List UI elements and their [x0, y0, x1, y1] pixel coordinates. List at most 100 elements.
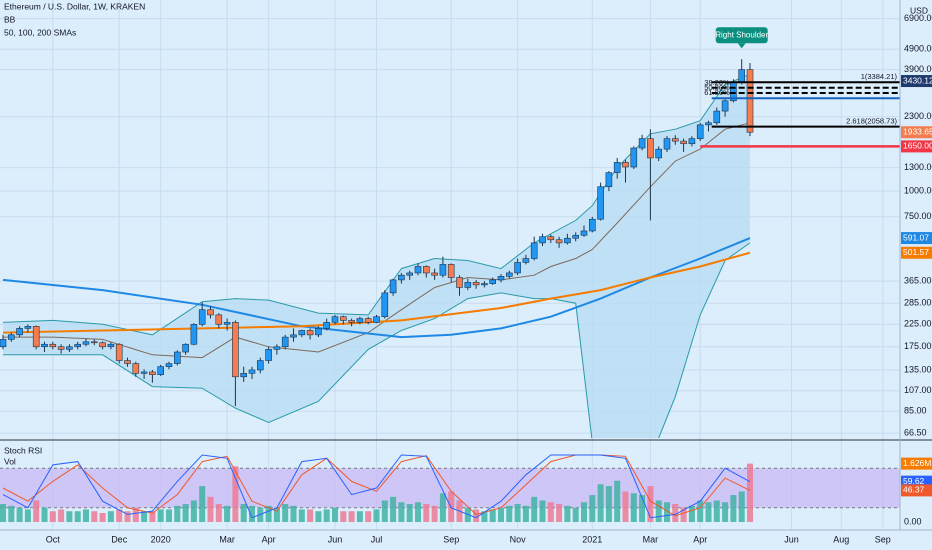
- stoch-k: [2, 454, 751, 519]
- volume-bar: [199, 486, 206, 522]
- y-tick-label: 750.00: [904, 211, 932, 221]
- candle-body: [124, 360, 131, 364]
- grid: [0, 0, 900, 530]
- candle-body: [431, 272, 438, 276]
- volume-bar: [249, 505, 255, 522]
- candle-body: [588, 218, 596, 232]
- bb-basis: [3, 122, 751, 359]
- volume-bar: [639, 495, 646, 522]
- candle-body: [57, 346, 65, 350]
- y-tick-label: 225.00: [904, 319, 932, 329]
- volume-bar: [531, 496, 538, 522]
- candle-body: [539, 236, 546, 244]
- candle-body: [472, 282, 480, 286]
- candle-body: [497, 276, 505, 281]
- candle-body: [439, 264, 447, 276]
- candle-body: [273, 346, 281, 350]
- candle-body: [464, 282, 472, 288]
- volume-bar: [489, 509, 496, 522]
- bb-fill: [3, 74, 750, 438]
- candle-body: [331, 316, 339, 323]
- candle-body: [738, 69, 746, 83]
- x-tick-label: Apr: [262, 534, 276, 544]
- volume-bar: [705, 502, 712, 522]
- volume-bar: [655, 500, 662, 522]
- candle-body: [298, 330, 306, 336]
- y-tick-label: 365.00: [904, 275, 932, 285]
- x-tick-label: Oct: [46, 534, 61, 544]
- volume-bar: [290, 505, 297, 522]
- candle-body: [564, 237, 571, 244]
- indicator-label: BB: [4, 14, 16, 24]
- candle-body: [207, 309, 214, 316]
- volume-bar: [439, 493, 446, 522]
- candle-body: [256, 360, 264, 371]
- candle-body: [630, 147, 638, 168]
- currency-label: USD: [910, 5, 928, 15]
- candle-body: [389, 279, 397, 294]
- volume-bar: [406, 504, 413, 522]
- candle-body: [422, 266, 430, 274]
- candle-body: [99, 342, 106, 348]
- stoch-tag: 59.62: [903, 476, 925, 486]
- x-tick-label: Apr: [693, 534, 707, 544]
- candle-body: [356, 318, 364, 323]
- volume-bar: [373, 509, 380, 522]
- volume-bar: [74, 511, 81, 522]
- y-tick-label: 175.00: [904, 341, 932, 351]
- candle-body: [157, 366, 164, 375]
- x-tick-label: Mar: [219, 534, 235, 544]
- stoch-d: [2, 454, 751, 517]
- candle-body: [489, 279, 497, 284]
- fib-label: 1(3384.21): [861, 72, 898, 81]
- candle-body: [505, 272, 513, 277]
- candle-body: [49, 343, 57, 348]
- bb-lower: [3, 242, 751, 438]
- candle-body: [613, 162, 621, 173]
- x-tick-label: 2021: [582, 534, 602, 544]
- price-tag-bg: [901, 75, 932, 88]
- volume-bar: [24, 509, 31, 522]
- candle-body: [232, 322, 239, 378]
- volume-bar: [8, 505, 15, 522]
- volume-bar: [415, 502, 421, 522]
- volume-bar: [323, 509, 330, 522]
- axes: 6900.00 4900.00 3900.00 2300.00 1300.00 1000.…: [46, 13, 932, 544]
- candle-body: [265, 349, 272, 361]
- candle-body: [182, 343, 189, 353]
- candle-body: [555, 239, 563, 244]
- candle-body: [107, 343, 115, 348]
- candle-body: [215, 314, 223, 325]
- x-tick-label: Jun: [784, 534, 799, 544]
- volume-bar: [664, 502, 670, 522]
- volume-bar: [315, 511, 322, 522]
- candle-body: [680, 140, 687, 145]
- candle-body: [32, 326, 40, 348]
- volume-bar: [672, 504, 679, 522]
- candle-body: [622, 162, 629, 168]
- volume-bar: [688, 505, 695, 522]
- volume-bar: [605, 486, 612, 522]
- volume-bar: [107, 511, 114, 522]
- volume-bar: [224, 505, 231, 522]
- volume-bar: [307, 509, 314, 522]
- volume-bar: [41, 507, 48, 522]
- fib-label: 2.618(2058.73): [846, 117, 897, 126]
- fib-label: 38.20%: [704, 78, 730, 87]
- volume-bar: [556, 504, 563, 522]
- volume-bar: [365, 511, 372, 522]
- volume-tag-bg: [901, 457, 932, 470]
- stop-tag-bg: [901, 140, 932, 153]
- volume-bar: [713, 500, 720, 522]
- candle-body: [398, 274, 405, 281]
- annotation-pointer: [737, 43, 746, 49]
- volume-bar: [630, 493, 637, 522]
- volume-bar: [423, 504, 430, 522]
- candle-body: [696, 124, 704, 139]
- volume-bar: [174, 505, 181, 522]
- fib-label: 50.00%: [704, 83, 730, 92]
- y-tick-label: 2300.00: [904, 111, 932, 121]
- volume-bar: [298, 509, 305, 522]
- sma-tag-bg: [901, 232, 932, 245]
- volume-bar: [332, 507, 338, 522]
